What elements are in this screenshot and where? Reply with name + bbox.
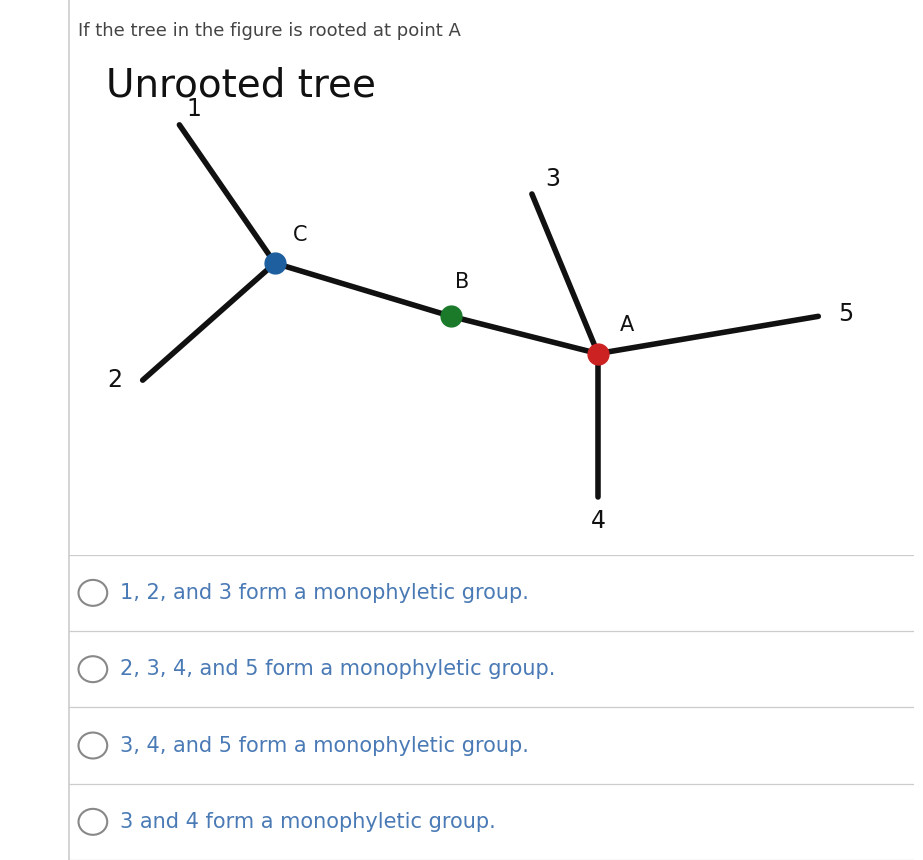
Text: B: B <box>455 273 469 292</box>
Text: 2: 2 <box>107 368 122 392</box>
Text: 4: 4 <box>591 509 605 533</box>
Text: 3, 4, and 5 form a monophyletic group.: 3, 4, and 5 form a monophyletic group. <box>120 735 529 756</box>
Text: 1, 2, and 3 form a monophyletic group.: 1, 2, and 3 form a monophyletic group. <box>120 583 529 603</box>
Text: C: C <box>294 224 307 244</box>
Text: 2, 3, 4, and 5 form a monophyletic group.: 2, 3, 4, and 5 form a monophyletic group… <box>120 659 556 679</box>
Text: 1: 1 <box>186 97 201 121</box>
Text: 5: 5 <box>839 302 854 326</box>
Text: If the tree in the figure is rooted at point A: If the tree in the figure is rooted at p… <box>78 22 462 40</box>
Text: 3 and 4 form a monophyletic group.: 3 and 4 form a monophyletic group. <box>120 812 496 832</box>
Text: 3: 3 <box>545 167 560 191</box>
Text: A: A <box>620 315 634 335</box>
Text: Unrooted tree: Unrooted tree <box>106 66 376 104</box>
